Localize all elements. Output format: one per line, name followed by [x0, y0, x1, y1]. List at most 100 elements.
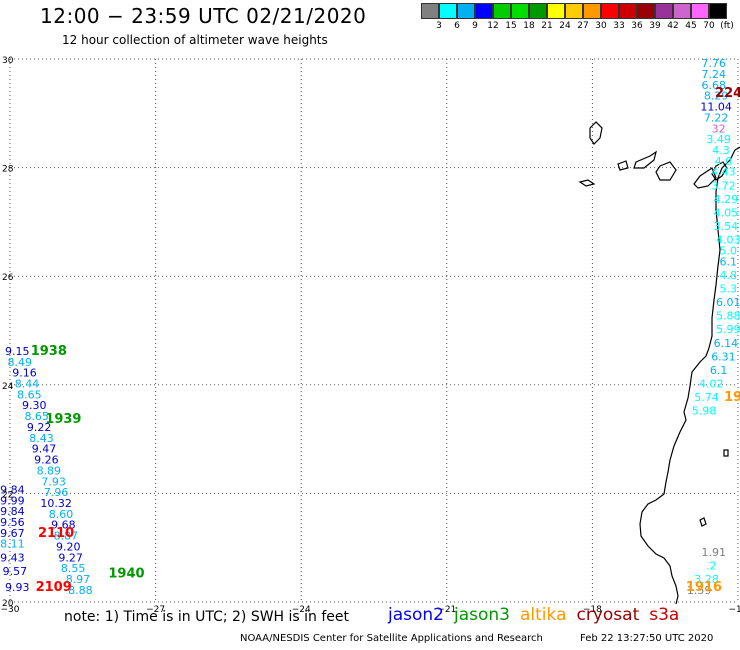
wave-height-value: 3.72: [711, 179, 736, 192]
pass-time-label: 1938: [31, 344, 67, 359]
wave-height-value: 8.43: [29, 432, 54, 445]
wave-height-value: 5.74: [694, 391, 719, 404]
wave-height-value: 4.05: [714, 206, 739, 219]
island-fuerteventura: [693, 167, 717, 189]
footer-credit: NOAA/NESDIS Center for Satellite Applica…: [240, 633, 543, 644]
wave-height-value: 6.01: [716, 296, 740, 309]
pass-time-label: 2109: [36, 580, 72, 595]
color-scale-label: 42: [667, 21, 679, 31]
wave-height-value: 9.20: [56, 540, 81, 553]
x-tick-label: −30: [1, 605, 20, 615]
wave-height-value: 5.3: [720, 282, 738, 295]
wave-height-value: 7.93: [41, 475, 66, 488]
pass-time-label: 1940: [108, 567, 144, 582]
wave-height-value: 4.29: [714, 193, 739, 206]
wave-height-value: 8.60: [49, 508, 74, 521]
chart-title: 12:00 − 23:59 UTC 02/21/2020: [40, 4, 367, 28]
wave-height-value: 9.15: [5, 345, 30, 358]
axis-tick-labels: −30 −27 −24 −21 −18 −15 20 22 24 26 28 30: [1, 56, 740, 615]
wave-height-value: 5.99: [716, 323, 740, 336]
wave-height-value: 9.56: [0, 516, 25, 529]
wave-height-value: 6.68: [701, 79, 726, 92]
wave-height-value: 4.8: [720, 269, 738, 282]
wave-height-value: 9.68: [51, 519, 76, 532]
wave-height-value: 9.47: [32, 443, 57, 456]
satellite-legend-item: altika: [520, 605, 567, 625]
color-scale-label: 3: [436, 21, 442, 31]
color-scale-label: 45: [685, 21, 697, 31]
color-swatch: [619, 3, 637, 19]
color-swatch: [421, 3, 439, 19]
wave-height-value: 9.26: [34, 454, 59, 467]
x-tick-label: −21: [437, 605, 456, 615]
wave-height-value: 9.43: [0, 551, 25, 564]
color-scale-label: (ft): [720, 21, 734, 31]
wave-height-value: 3.49: [706, 133, 731, 146]
wave-height-value: 4.02: [699, 378, 724, 391]
wave-height-value: 7.22: [704, 111, 729, 124]
pass-time-label: 2247: [715, 86, 740, 101]
island-lanzarote: [711, 161, 728, 181]
wave-height-value: 3.28: [694, 573, 719, 586]
wave-height-value: 9.16: [12, 367, 37, 380]
wave-height-value: 9.30: [22, 399, 47, 412]
wave-height-value: 5.88: [716, 310, 740, 323]
color-scale-label: 70: [703, 21, 715, 31]
wave-height-value: 8.65: [17, 388, 42, 401]
color-swatch: [493, 3, 511, 19]
y-tick-label: 26: [2, 273, 14, 283]
satellite-legend-item: s3a: [649, 605, 680, 625]
wave-height-value: 8.55: [61, 562, 86, 575]
wave-height-value: 9.84: [0, 483, 25, 496]
wave-height-value: 9.22: [27, 421, 52, 434]
color-swatch: [565, 3, 583, 19]
color-scale-label: 21: [541, 21, 553, 31]
y-tick-label: 28: [2, 165, 14, 175]
island-gran-canaria: [655, 161, 677, 181]
color-scale-label: 27: [577, 21, 589, 31]
x-tick-label: −27: [146, 605, 165, 615]
satellite-legend-item: jason2: [388, 605, 444, 625]
y-tick-label: 20: [2, 599, 14, 609]
y-tick-label: 24: [2, 382, 14, 392]
wave-height-value: 9.99: [0, 494, 25, 507]
wave-height-value: 9.67: [0, 527, 25, 540]
wave-height-value: 8.49: [7, 356, 32, 369]
wave-height-value: 7.24: [701, 68, 726, 81]
footer-timestamp: Feb 22 13:27:50 UTC 2020: [580, 633, 714, 644]
color-scale-label: 30: [595, 21, 607, 31]
wave-height-value: 6.31: [711, 350, 736, 363]
color-scale-labels: 3 6 9 12 15 18 21 24 27 30 33 36 39 42 45 70 (ft): [421, 19, 740, 33]
wave-height-value: 4.0: [715, 155, 733, 168]
color-scale-label: 33: [613, 21, 625, 31]
wave-height-value: 4.03: [716, 234, 740, 247]
wave-height-value: 6.1: [720, 255, 738, 268]
wave-height-value: 8.44: [15, 378, 40, 391]
wave-height-value: 8.29: [704, 90, 729, 103]
wave-height-value: 8.87: [54, 530, 79, 543]
island-tenerife: [633, 150, 657, 169]
color-scale-label: 9: [472, 21, 478, 31]
wave-height-value: 10.32: [40, 497, 72, 510]
wave-height-value: 7.76: [701, 57, 726, 70]
island-small-1: [699, 517, 707, 527]
chart-subtitle: 12 hour collection of altimeter wave hei…: [62, 33, 328, 47]
color-swatch: [475, 3, 493, 19]
wave-height-value: 9.93: [5, 581, 30, 594]
wave-height-value: 8.88: [68, 584, 93, 597]
y-tick-label: 30: [2, 56, 14, 66]
color-scale-label: 36: [631, 21, 643, 31]
satellite-legend-item: cryosat: [576, 605, 640, 625]
pass-time-label: 1916: [686, 580, 722, 595]
color-scale-label: 6: [454, 21, 460, 31]
island-el-hierro: [578, 179, 596, 187]
color-scale-label: 18: [523, 21, 535, 31]
wave-height-value: 8.11: [0, 538, 25, 551]
wave-height-value: 11.04: [700, 101, 732, 114]
wave-height-value: 8.97: [66, 573, 91, 586]
pass-time-label: 2110: [38, 526, 74, 541]
pass-time-label: 1939: [45, 412, 81, 427]
color-swatch: [709, 3, 727, 19]
wave-height-value: 3.54: [714, 220, 739, 233]
